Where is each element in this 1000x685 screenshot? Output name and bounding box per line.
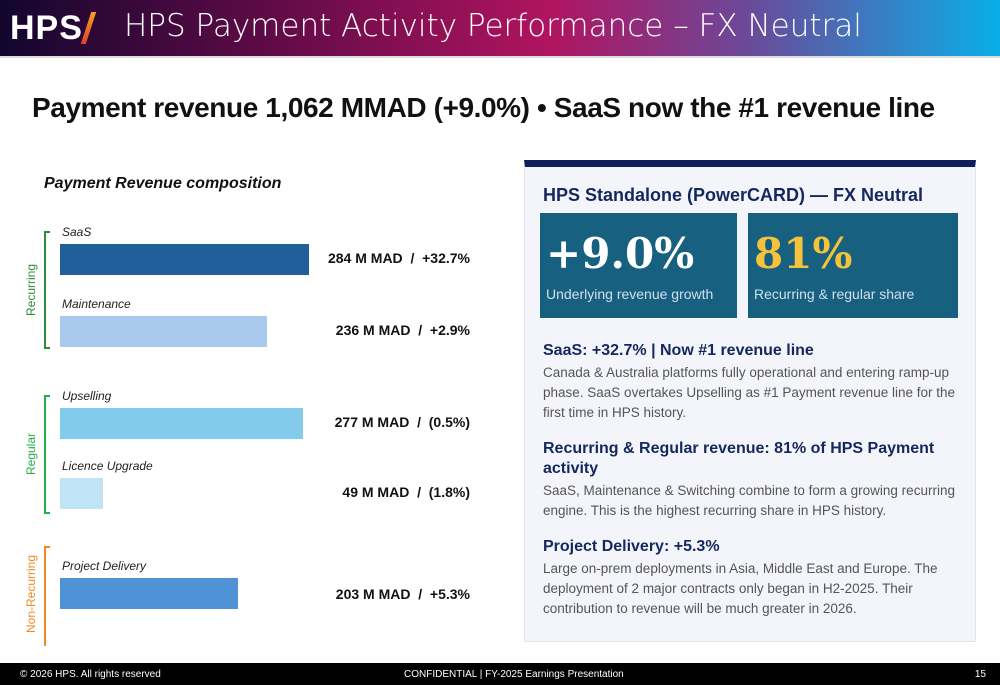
title-bar: HPS HPS Payment Activity Performance – F… [0,0,1000,56]
bar-licence-upgrade [60,478,103,509]
bar-value-label: 203 M MAD / +5.3% [335,586,470,602]
slide-title: HPS Payment Activity Performance – FX Ne… [124,8,862,44]
bar-project-delivery [60,578,239,609]
bar-saas [60,244,310,275]
headline: Payment revenue 1,062 MMAD (+9.0%) • Saa… [32,92,935,123]
bar-category-label: SaaS [62,225,92,239]
chart-title: Payment Revenue composition [44,175,282,192]
bracket-non-recurring [44,546,50,646]
bar-category-label: Project Delivery [62,559,147,573]
section-saas: SaaS: +32.7% | Now #1 revenue line Canad… [543,341,965,423]
group-label-recurring: Recurring [24,263,38,317]
bar-value-label: 284 M MAD / +32.7% [327,250,470,266]
section-text: SaaS, Maintenance & Switching combine to… [543,483,955,518]
copyright: © 2026 HPS. All rights reserved [20,669,161,680]
bar-value-label: 277 M MAD / (0.5%) [334,414,470,430]
group-label-regular: Regular [24,432,38,476]
bar-value-label: 49 M MAD / (1.8%) [342,484,470,500]
panel-sections: SaaS: +32.7% | Now #1 revenue line Canad… [543,341,965,635]
panel-title: HPS Standalone (PowerCARD) — FX Neutral [543,185,924,205]
bar-upselling [60,408,303,439]
section-text: Large on-prem deployments in Asia, Middl… [543,561,938,616]
highlights-panel: HPS Standalone (PowerCARD) — FX Neutral … [524,160,976,642]
kpi-recurring-share: 81% Recurring & regular share [748,213,958,318]
group-label-non-recurring: Non-Recurring [24,554,38,634]
section-text: Canada & Australia platforms fully opera… [543,365,955,420]
bracket-regular [44,395,50,514]
section-heading: Project Delivery: +5.3% [543,538,720,555]
footer-center: CONFIDENTIAL | FY-2025 Earnings Presenta… [404,669,624,680]
section-heading: SaaS: +32.7% | Now #1 revenue line [543,342,814,359]
bar-category-label: Maintenance [62,297,131,311]
kpi-value: +9.0% [546,229,695,278]
bar-maintenance [60,316,267,347]
logo-slash-icon [80,12,97,44]
divider [0,56,1000,58]
section-heading: Recurring & Regular revenue: 81% of HPS … [543,440,935,477]
bar-category-label: Licence Upgrade [62,459,153,473]
kpi-label: Underlying revenue growth [546,286,714,302]
kpi-growth: +9.0% Underlying revenue growth [540,213,737,318]
kpi-value: 81% [754,229,853,278]
section-recurring: Recurring & Regular revenue: 81% of HPS … [543,439,965,521]
hps-logo: HPS [10,9,83,47]
kpi-label: Recurring & regular share [754,286,915,302]
bracket-recurring [44,231,50,349]
bar-category-label: Upselling [62,389,112,403]
page-number: 15 [974,669,986,680]
section-project-delivery: Project Delivery: +5.3% Large on-prem de… [543,537,965,619]
footer: © 2026 HPS. All rights reserved CONFIDEN… [0,663,1000,685]
bar-value-label: 236 M MAD / +2.9% [335,322,470,338]
